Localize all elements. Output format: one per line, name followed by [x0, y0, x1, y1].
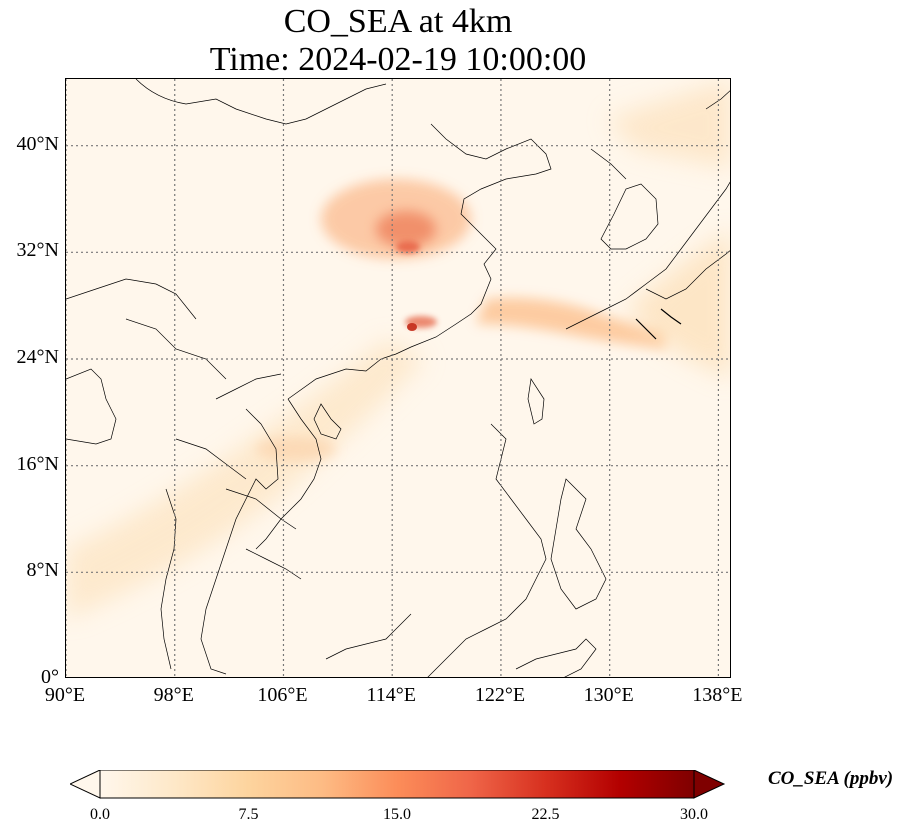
colorbar-tick-label: 22.5 [531, 806, 560, 823]
gridlines [66, 79, 730, 677]
colorbar-extend-max [693, 770, 726, 799]
y-tick-label: 24°N [16, 346, 59, 368]
x-tick-label: 106°E [257, 684, 308, 706]
colorbar-gradient [99, 770, 695, 799]
map-title: CO_SEA at 4km [283, 3, 513, 40]
y-tick-label: 32°N [16, 239, 59, 262]
colorbar [70, 770, 726, 799]
map-subtitle-time: Time: 2024-02-19 10:00:00 [209, 41, 587, 78]
colorbar-tick-label: 7.5 [238, 806, 259, 823]
x-tick-label: 122°E [474, 684, 526, 706]
map-panel [65, 78, 731, 678]
x-tick-label: 138°E [692, 684, 743, 706]
x-tick-label: 90°E [44, 684, 86, 706]
coastlines [66, 79, 730, 677]
colorbar-title: CO_SEA (ppbv) [768, 768, 894, 789]
x-tick-label: 114°E [366, 684, 416, 706]
map-canvas [66, 79, 730, 677]
y-tick-label: 8°N [26, 559, 59, 582]
x-tick-label: 130°E [583, 684, 634, 706]
colorbar-tick-label: 0.0 [90, 806, 110, 823]
y-tick-label: 16°N [16, 452, 59, 475]
colorbar-extend-min [70, 770, 101, 799]
x-tick-label: 98°E [153, 684, 194, 706]
y-tick-label: 0° [41, 666, 59, 688]
y-tick-label: 40°N [16, 132, 59, 155]
colorbar-tick-label: 30.0 [680, 806, 708, 823]
colorbar-tick-label: 15.0 [383, 806, 411, 823]
